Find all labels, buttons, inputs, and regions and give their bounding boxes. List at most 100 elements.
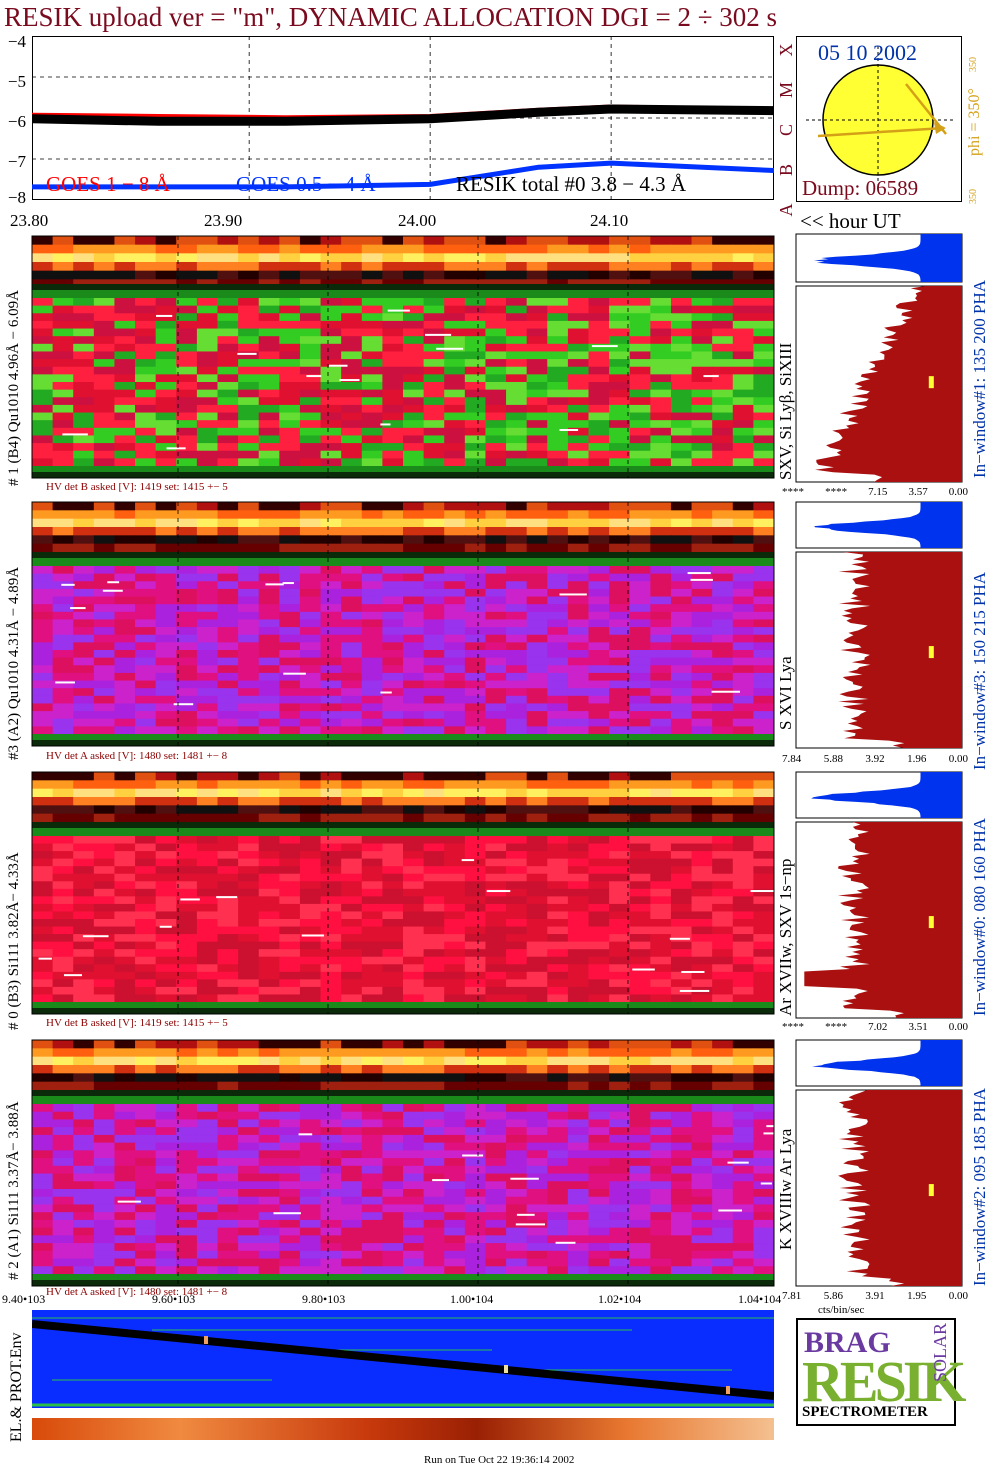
- spectrum-top-cell: [32, 1065, 54, 1074]
- spectrum-cell: [258, 435, 280, 444]
- spectrum-cell: [258, 351, 280, 360]
- spectrum-cell: [155, 1104, 177, 1113]
- spectrum-cell: [691, 858, 713, 867]
- logo-resik: RESIK: [802, 1349, 967, 1414]
- spectrum-top-cell: [588, 262, 610, 272]
- spectrum-cell: [423, 420, 445, 429]
- spectrum-cell: [588, 888, 610, 897]
- spectrum-cell: [588, 919, 610, 928]
- spectrum-cell: [382, 412, 404, 421]
- spectrum-cell: [299, 1219, 322, 1229]
- spectrum-cell: [753, 328, 775, 337]
- spectrum-cell: [155, 404, 177, 414]
- spectrum-cell: [114, 711, 136, 720]
- spectrum-top-cell: [279, 1048, 301, 1058]
- spectrum-top-cell: [403, 797, 425, 806]
- spectrum-cell: [341, 911, 363, 920]
- spectrum-cell: [670, 903, 693, 912]
- spectrum-top-cell: [196, 518, 218, 528]
- spectrum-cell: [73, 581, 95, 590]
- spectrum-top-cell: [567, 1048, 589, 1058]
- spectrum-cell: [650, 836, 672, 845]
- spectrum-cell: [650, 374, 672, 383]
- spectrum-cell: [732, 1173, 754, 1182]
- spectrum-top-cell: [32, 813, 54, 823]
- spectrum-cell: [629, 986, 651, 995]
- spectrum-streak: [216, 896, 238, 899]
- spectrum-cell: [588, 343, 610, 352]
- spectrum-cell: [341, 1104, 363, 1113]
- spectrum-cell: [52, 404, 74, 414]
- spectrum-cell: [423, 443, 445, 452]
- spectrum-top-cell: [238, 270, 260, 280]
- spectrum-cell: [567, 397, 589, 406]
- spectrum-cell: [650, 1111, 672, 1120]
- spectrum-cell: [609, 1150, 631, 1159]
- spectrum-cell: [712, 1258, 734, 1267]
- spectrum-cell: [588, 1104, 610, 1113]
- spectrum-cell: [361, 389, 383, 398]
- spectrum-cell: [691, 305, 713, 314]
- spectrum-cell: [361, 634, 383, 643]
- spectrum-cell: [526, 450, 548, 459]
- pha-histogram: [812, 1040, 962, 1086]
- spectrum-cell: [196, 1134, 218, 1144]
- spectrum-cell: [73, 336, 95, 345]
- spectrum-cell: [73, 1127, 95, 1136]
- spectrum-cell: [732, 1189, 754, 1198]
- spectrum-cell: [650, 351, 672, 360]
- spectrum-cell: [114, 298, 136, 307]
- spectrum-cell: [299, 404, 322, 414]
- spectrum-cell: [320, 956, 342, 965]
- spectrum-top-cell: [670, 527, 693, 536]
- spectrum-cell: [526, 926, 548, 935]
- spectrum-cell: [341, 1165, 363, 1175]
- spectrum-cell: [217, 1235, 239, 1244]
- spectrum-cell: [217, 1212, 239, 1221]
- spectrum-cell: [506, 1165, 528, 1175]
- spectrum-top-cell: [361, 1040, 383, 1049]
- spectrum-cell: [526, 611, 548, 620]
- spectrum-cell: [341, 611, 363, 620]
- spectrum-top-cell: [361, 527, 383, 536]
- spectrum-cell: [691, 1173, 713, 1182]
- spectrum-cell: [423, 986, 445, 995]
- spectrum-cell: [93, 1204, 115, 1213]
- spectrum-cell: [279, 1204, 301, 1213]
- spectrum-cell: [444, 1127, 466, 1136]
- spectrum-cell: [464, 911, 486, 920]
- spectrum-top-cell: [341, 244, 363, 254]
- spectrum-cell: [114, 596, 136, 605]
- spectrum-cell: [423, 1142, 445, 1151]
- spectrum-cell: [670, 458, 693, 467]
- spectrum-cell: [341, 956, 363, 965]
- spectrum-cell: [464, 420, 486, 429]
- spectrum-cell: [403, 351, 425, 360]
- spectrum-cell: [196, 695, 218, 704]
- spectrum-cell: [753, 934, 775, 943]
- spectrum-top-cell: [670, 236, 693, 246]
- spectrum-cell: [52, 1235, 74, 1244]
- spectrum-cell: [279, 443, 301, 452]
- spectrum-streak: [436, 347, 464, 350]
- spectrum-top-cell: [52, 1081, 74, 1091]
- spectrum-cell: [238, 1173, 260, 1182]
- spectrum-cell: [753, 1142, 775, 1151]
- spectrum-cell: [588, 971, 610, 980]
- spectrum-cell: [155, 1158, 177, 1167]
- spectrum-cell: [444, 1219, 466, 1229]
- spectrum-top-cell: [114, 1073, 136, 1083]
- spectrum-cell: [567, 298, 589, 307]
- spectrum-cell: [114, 1243, 136, 1252]
- spectrum-band: [32, 284, 774, 290]
- spectrum-cell: [217, 726, 239, 735]
- spectrum-top-cell: [732, 262, 754, 272]
- spectrum-cell: [712, 366, 734, 375]
- spectrum-cell: [320, 427, 342, 436]
- spectrum-cell: [93, 1258, 115, 1267]
- spectrum-cell: [155, 956, 177, 965]
- spectrum-cell: [753, 703, 775, 712]
- spectrum-cell: [73, 1250, 95, 1260]
- spectrum-cell: [258, 858, 280, 867]
- spectrum-top-cell: [258, 772, 280, 781]
